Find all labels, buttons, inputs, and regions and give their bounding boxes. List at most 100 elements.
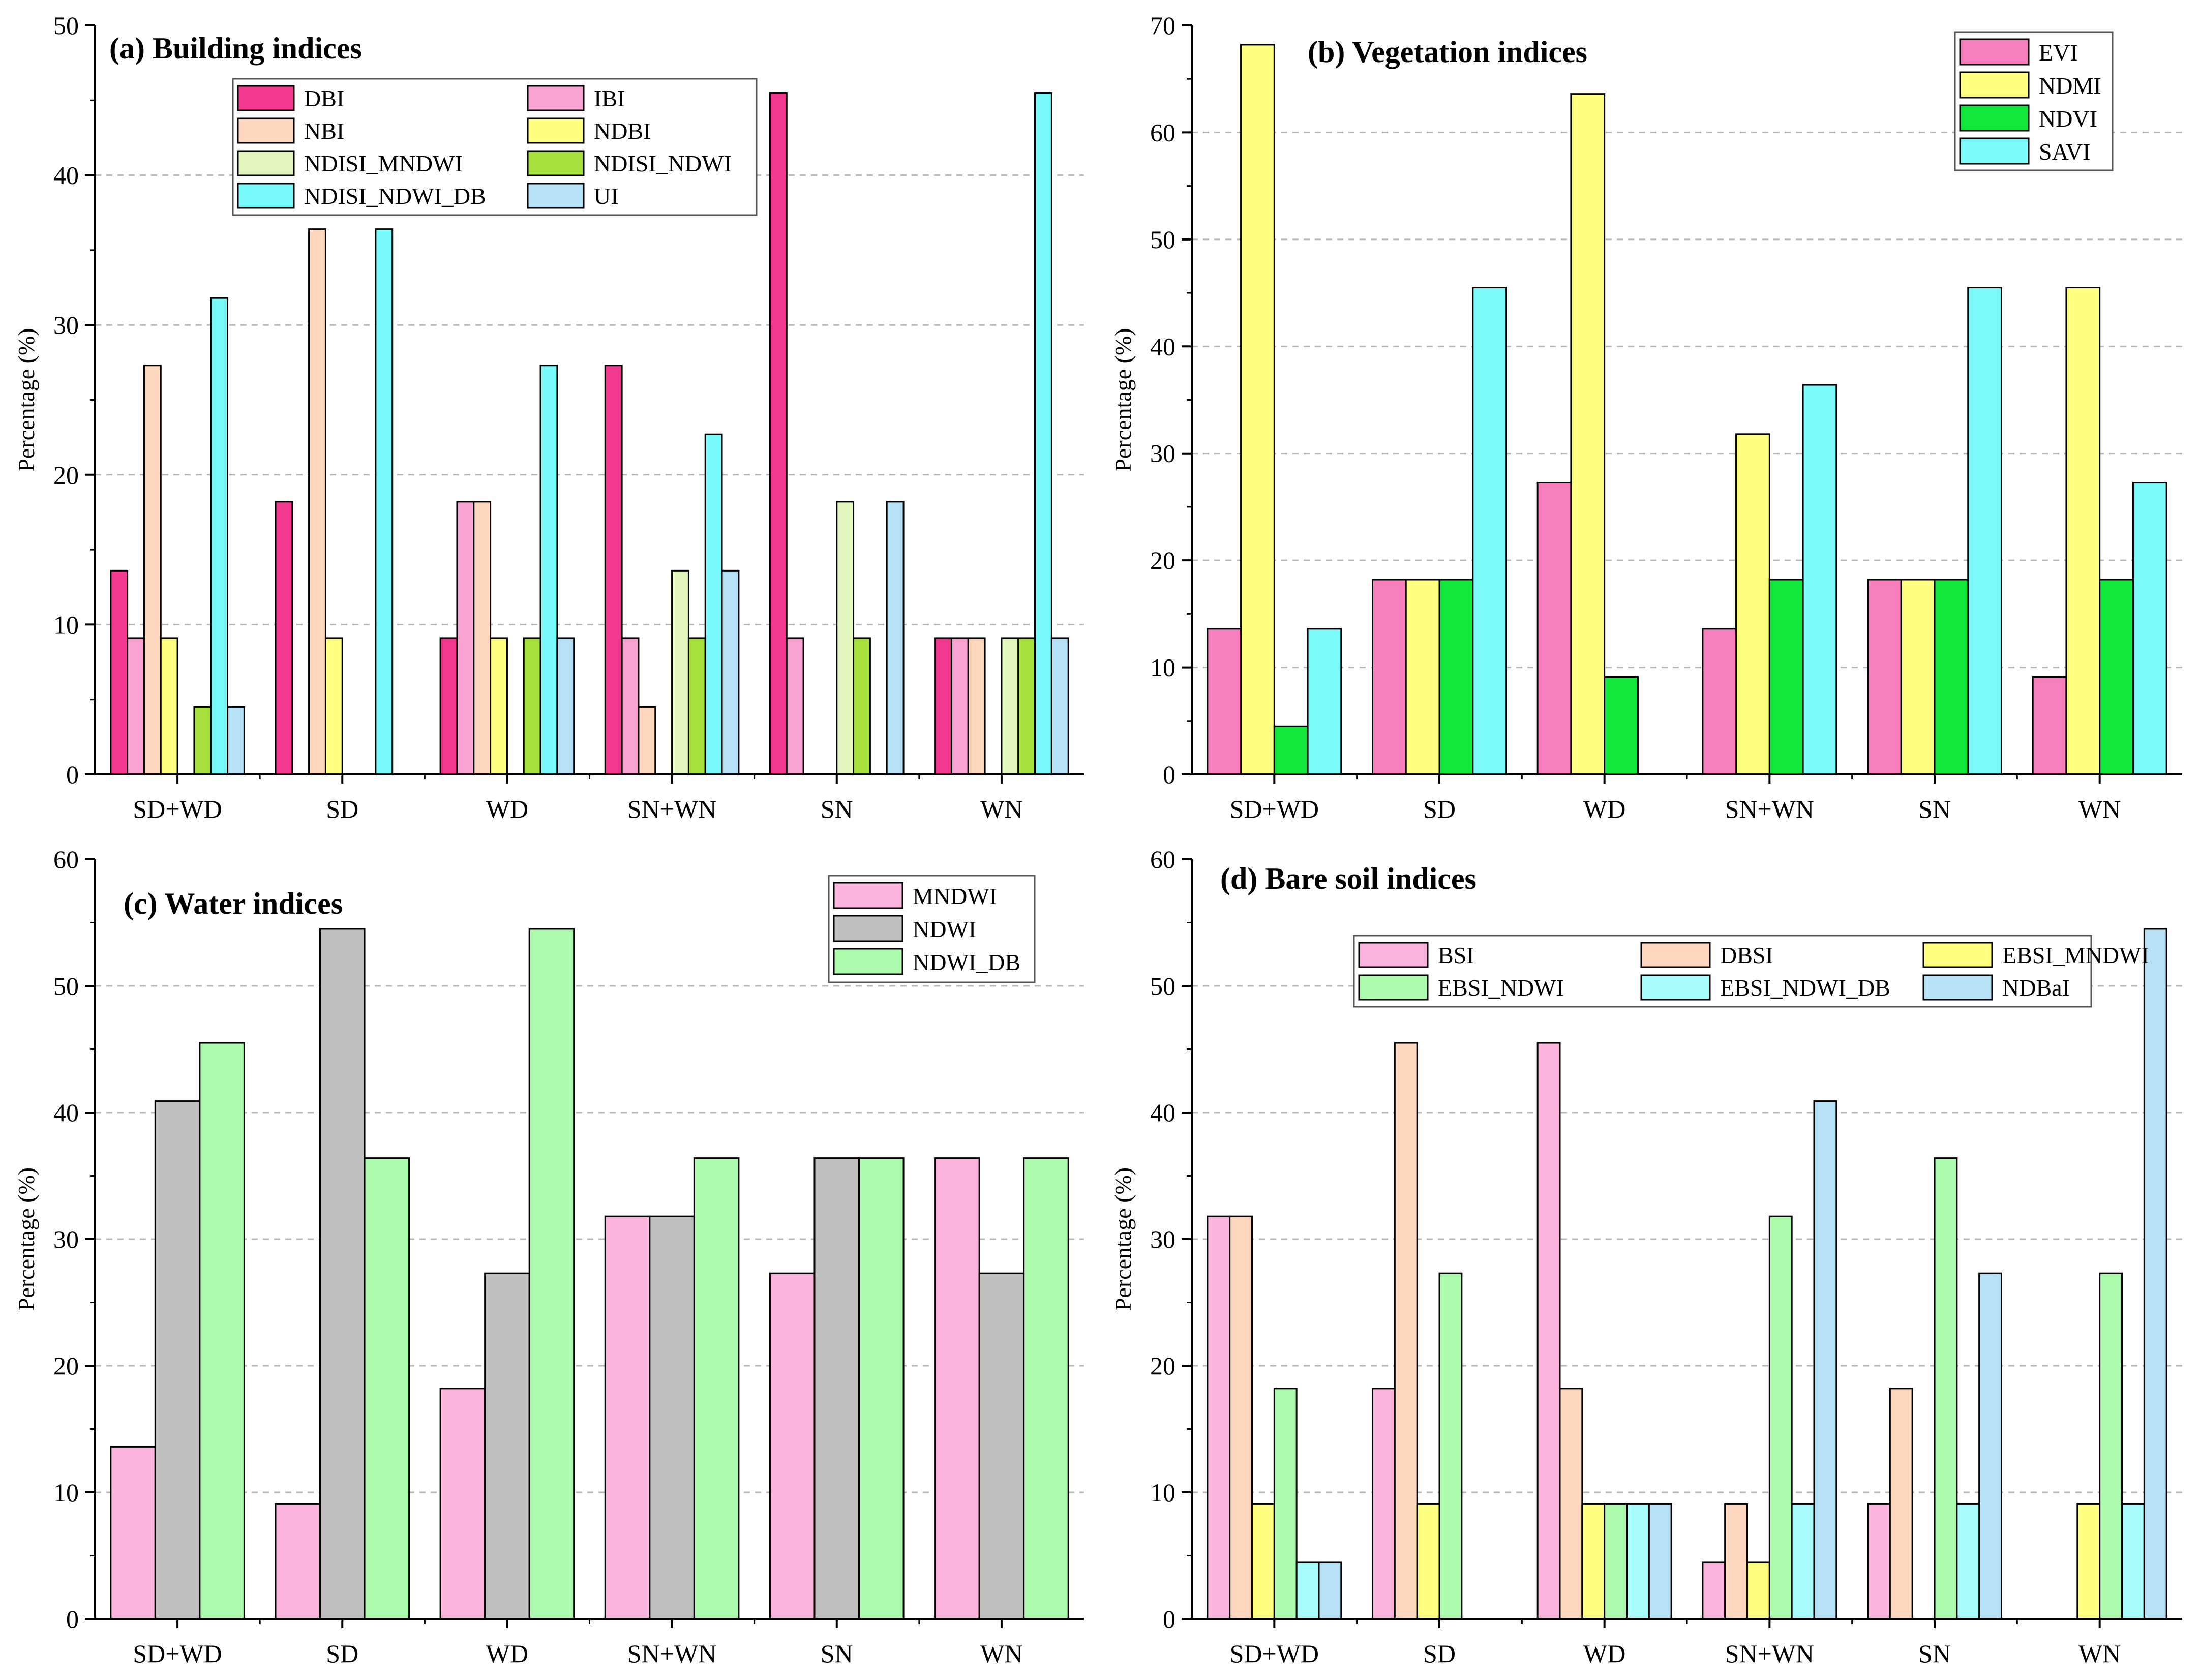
legend-label: NDISI_NDWI (594, 151, 732, 176)
y-tick-label: 60 (1150, 845, 1176, 874)
y-tick-label: 60 (53, 845, 79, 874)
bar (950, 637, 969, 775)
y-tick-label: 50 (53, 972, 79, 1000)
bar (1702, 1561, 1726, 1620)
legend-swatch (237, 150, 295, 176)
bar (1372, 579, 1407, 775)
y-tick-label: 50 (53, 11, 79, 40)
bar (1416, 1503, 1440, 1620)
bar (1207, 628, 1242, 775)
legend-swatch (527, 183, 585, 209)
bar (1394, 1042, 1418, 1620)
bar (786, 637, 804, 775)
legend-swatch (833, 948, 903, 975)
x-tick-label: SD (1423, 795, 1456, 823)
bar (1978, 1272, 2002, 1620)
legend-swatch (1640, 974, 1711, 1001)
legend-swatch (1959, 137, 2030, 165)
legend-swatch (527, 117, 585, 144)
bar (2132, 482, 2167, 775)
panel-title: (b) Vegetation indices (1308, 35, 1587, 69)
y-tick-label: 30 (53, 1225, 79, 1253)
x-tick-label: SN (821, 795, 853, 823)
legend-swatch (1959, 104, 2030, 132)
bar (649, 1215, 695, 1620)
x-tick-label: WD (486, 795, 528, 823)
bar (484, 1272, 530, 1620)
legend-swatch (1959, 71, 2030, 99)
panel-water-indices: 0 10 20 30 40 50 60 SD+WD SD WD SN+WN SN WN Percentag… (13, 845, 1084, 1668)
bar (1934, 1157, 1958, 1620)
x-tick-label: SD (326, 1639, 358, 1668)
bar (1867, 579, 1902, 775)
y-tick-label: 10 (53, 610, 79, 639)
bar (2143, 928, 2167, 1620)
bar (1625, 1503, 1650, 1620)
bar (978, 1272, 1025, 1620)
bar (2099, 1272, 2123, 1620)
legend-label: NDBI (594, 118, 651, 144)
y-tick-label: 40 (53, 161, 79, 190)
y-tick-label: 40 (1150, 1098, 1176, 1127)
x-tick-label: SN (1918, 795, 1951, 823)
panel-building-indices: 0 10 20 30 40 50 SD+WD SD WD SN+WN SN WN Percentage … (13, 11, 1084, 823)
x-tick-label: SD (1423, 1639, 1456, 1668)
legend-label: NBI (304, 118, 344, 144)
legend-box (232, 78, 758, 216)
bar (2032, 676, 2067, 775)
y-tick-label: 20 (1150, 546, 1176, 575)
x-tick-label: WD (1583, 1639, 1625, 1668)
bar (1746, 1561, 1770, 1620)
bar (769, 1272, 816, 1620)
bar (1648, 1503, 1672, 1620)
legend-label: DBI (304, 85, 344, 111)
y-tick-label: 50 (1150, 972, 1176, 1000)
legend-swatch (1922, 974, 1993, 1001)
x-tick-label: SD+WD (133, 795, 222, 823)
bar (2121, 1503, 2145, 1620)
legend-label: SAVI (2039, 139, 2090, 165)
bar (886, 501, 905, 775)
x-tick-label: WN (980, 1639, 1022, 1668)
bar (1702, 628, 1737, 775)
y-tick-label: 20 (53, 1352, 79, 1380)
panel-title: (c) Water indices (124, 887, 343, 920)
legend-swatch (527, 85, 585, 111)
bar (1768, 1215, 1793, 1620)
bar (1405, 579, 1440, 775)
y-tick-label: 70 (1150, 11, 1176, 40)
bar (2076, 1503, 2101, 1620)
bar (769, 92, 788, 775)
legend-label: EVI (2039, 40, 2078, 66)
bar (1372, 1388, 1396, 1620)
bar (1967, 287, 2002, 775)
panel-title: (a) Building indices (109, 32, 362, 65)
bar (704, 433, 723, 775)
legend-label: IBI (594, 85, 625, 111)
bar (375, 228, 394, 775)
bar (473, 501, 492, 775)
bar (1559, 1388, 1583, 1620)
bar (638, 706, 656, 775)
bar (110, 1446, 156, 1620)
x-tick-label: SD+WD (133, 1639, 222, 1668)
bar (2099, 579, 2134, 775)
bar (858, 1157, 905, 1620)
y-tick-label: 60 (1150, 118, 1176, 146)
y-axis-label: Percentage (%) (1110, 1167, 1136, 1311)
bar (1768, 579, 1804, 775)
legend-swatch (527, 150, 585, 176)
legend: BSI DBSI EBSI_MNDWI EBSI_NDWI EBSI_NDWI_DB ND… (1353, 935, 2149, 1008)
legend-label: NDWI (913, 916, 976, 942)
y-tick-label: 20 (53, 461, 79, 489)
bar (227, 706, 245, 775)
bar (1570, 93, 1606, 775)
bar (1240, 44, 1275, 775)
legend-label: NDWI_DB (913, 949, 1020, 975)
bar (1034, 92, 1052, 775)
bar (604, 1215, 651, 1620)
bar (1604, 676, 1639, 775)
legend-label: NDVI (2039, 106, 2097, 132)
bar (1050, 637, 1069, 775)
